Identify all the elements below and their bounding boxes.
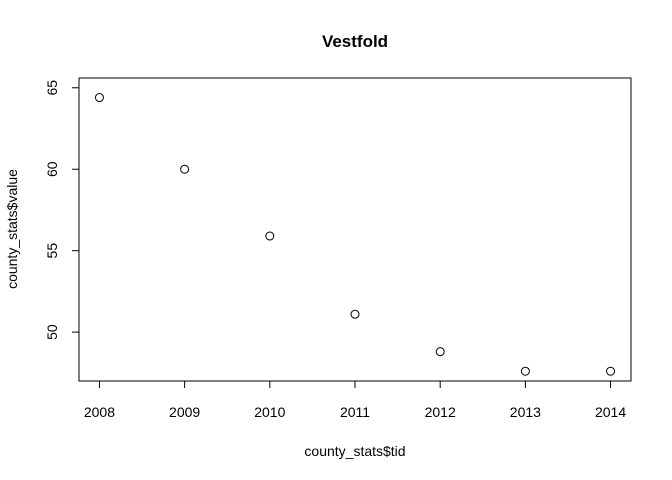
y-tick-label: 65 [44, 80, 60, 96]
x-tick-label: 2008 [84, 404, 115, 420]
x-tick-label: 2012 [425, 404, 456, 420]
y-axis-label: county_stats$value [4, 169, 20, 289]
y-tick-label: 55 [44, 243, 60, 259]
data-point [435, 347, 445, 357]
data-point [94, 93, 104, 103]
x-tick-label: 2014 [595, 404, 626, 420]
x-tick-label: 2011 [340, 404, 370, 420]
chart-title: Vestfold [322, 32, 388, 51]
data-point [180, 164, 190, 174]
y-axis: 50 55 60 65 [44, 80, 80, 340]
y-tick-label: 60 [44, 161, 60, 177]
x-axis: 2008 2009 2010 2011 2012 2013 2014 [84, 380, 626, 420]
data-point [520, 366, 530, 376]
data-point [265, 231, 275, 241]
x-axis-label: county_stats$tid [304, 443, 405, 459]
data-point [606, 366, 616, 376]
data-point [350, 309, 360, 319]
data-points [94, 93, 616, 376]
y-tick-label: 50 [44, 324, 60, 340]
x-tick-label: 2009 [169, 404, 200, 420]
x-tick-label: 2010 [254, 404, 285, 420]
plot-frame [78, 77, 632, 382]
x-tick-label: 2013 [510, 404, 541, 420]
